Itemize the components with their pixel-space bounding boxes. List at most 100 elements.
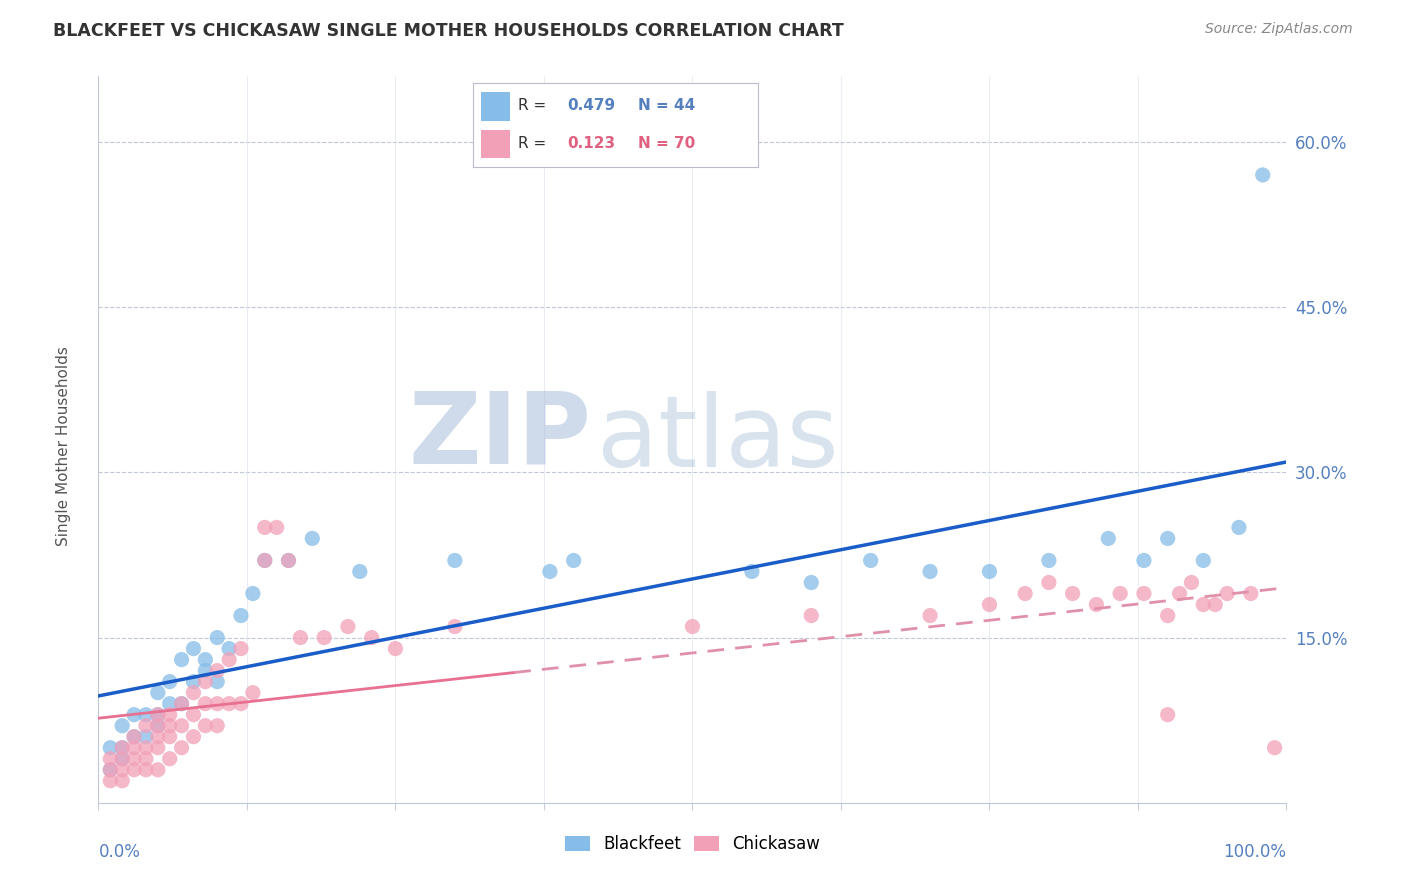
- Point: [111, 740, 134, 755]
- Point: [538, 565, 561, 579]
- Point: [207, 664, 229, 678]
- Point: [1133, 553, 1156, 567]
- Point: [1109, 586, 1132, 600]
- Point: [1168, 586, 1191, 600]
- Point: [122, 763, 145, 777]
- Point: [122, 707, 145, 722]
- Point: [349, 565, 371, 579]
- Point: [562, 553, 585, 567]
- Point: [111, 740, 134, 755]
- Point: [194, 664, 217, 678]
- Point: [741, 565, 763, 579]
- Point: [218, 652, 240, 666]
- Point: [98, 740, 121, 755]
- Point: [98, 763, 121, 777]
- Point: [1192, 553, 1215, 567]
- Point: [681, 619, 703, 633]
- Point: [253, 553, 276, 567]
- Point: [266, 520, 288, 534]
- Point: [159, 674, 181, 689]
- Point: [920, 608, 942, 623]
- Point: [444, 553, 467, 567]
- Point: [800, 608, 823, 623]
- Point: [253, 520, 276, 534]
- Point: [229, 608, 252, 623]
- Point: [277, 553, 299, 567]
- Point: [253, 553, 276, 567]
- Point: [194, 697, 217, 711]
- Point: [1038, 553, 1060, 567]
- Point: [170, 697, 193, 711]
- Point: [207, 631, 229, 645]
- Point: [159, 697, 181, 711]
- Point: [98, 763, 121, 777]
- Point: [207, 697, 229, 711]
- Point: [146, 763, 169, 777]
- Point: [360, 631, 382, 645]
- Point: [122, 730, 145, 744]
- Point: [859, 553, 882, 567]
- Point: [1192, 598, 1215, 612]
- Point: [1156, 532, 1178, 546]
- Point: [1156, 707, 1178, 722]
- Text: atlas: atlas: [598, 391, 839, 488]
- Point: [277, 553, 299, 567]
- Point: [146, 719, 169, 733]
- Point: [135, 752, 157, 766]
- Point: [111, 773, 134, 788]
- Point: [384, 641, 406, 656]
- Point: [135, 763, 157, 777]
- Point: [242, 686, 264, 700]
- Point: [979, 598, 1001, 612]
- Point: [111, 763, 134, 777]
- Point: [159, 707, 181, 722]
- Point: [1085, 598, 1108, 612]
- Point: [146, 707, 169, 722]
- Point: [98, 773, 121, 788]
- Point: [135, 730, 157, 744]
- Point: [135, 707, 157, 722]
- Point: [444, 619, 467, 633]
- Point: [183, 730, 205, 744]
- Point: [111, 719, 134, 733]
- Point: [98, 752, 121, 766]
- Point: [1240, 586, 1263, 600]
- Point: [1038, 575, 1060, 590]
- Point: [183, 674, 205, 689]
- Point: [207, 674, 229, 689]
- Point: [336, 619, 359, 633]
- Point: [290, 631, 312, 645]
- Point: [146, 719, 169, 733]
- Point: [183, 707, 205, 722]
- Point: [170, 652, 193, 666]
- Point: [146, 707, 169, 722]
- Text: BLACKFEET VS CHICKASAW SINGLE MOTHER HOUSEHOLDS CORRELATION CHART: BLACKFEET VS CHICKASAW SINGLE MOTHER HOU…: [53, 22, 844, 40]
- Point: [146, 740, 169, 755]
- Point: [1097, 532, 1119, 546]
- Point: [920, 565, 942, 579]
- Point: [800, 575, 823, 590]
- Point: [159, 752, 181, 766]
- Point: [1133, 586, 1156, 600]
- Point: [135, 719, 157, 733]
- Point: [229, 697, 252, 711]
- Point: [207, 719, 229, 733]
- Point: [1156, 608, 1178, 623]
- Text: Source: ZipAtlas.com: Source: ZipAtlas.com: [1205, 22, 1353, 37]
- Point: [1264, 740, 1286, 755]
- Point: [979, 565, 1001, 579]
- Point: [242, 586, 264, 600]
- Point: [135, 740, 157, 755]
- Point: [314, 631, 336, 645]
- Text: 100.0%: 100.0%: [1223, 843, 1286, 861]
- Point: [111, 752, 134, 766]
- Point: [218, 641, 240, 656]
- Point: [122, 740, 145, 755]
- Text: ZIP: ZIP: [409, 387, 592, 484]
- Point: [229, 641, 252, 656]
- Point: [1204, 598, 1226, 612]
- Point: [218, 697, 240, 711]
- Point: [170, 697, 193, 711]
- Text: Single Mother Households: Single Mother Households: [56, 346, 70, 546]
- Legend: Blackfeet, Chickasaw: Blackfeet, Chickasaw: [558, 829, 827, 860]
